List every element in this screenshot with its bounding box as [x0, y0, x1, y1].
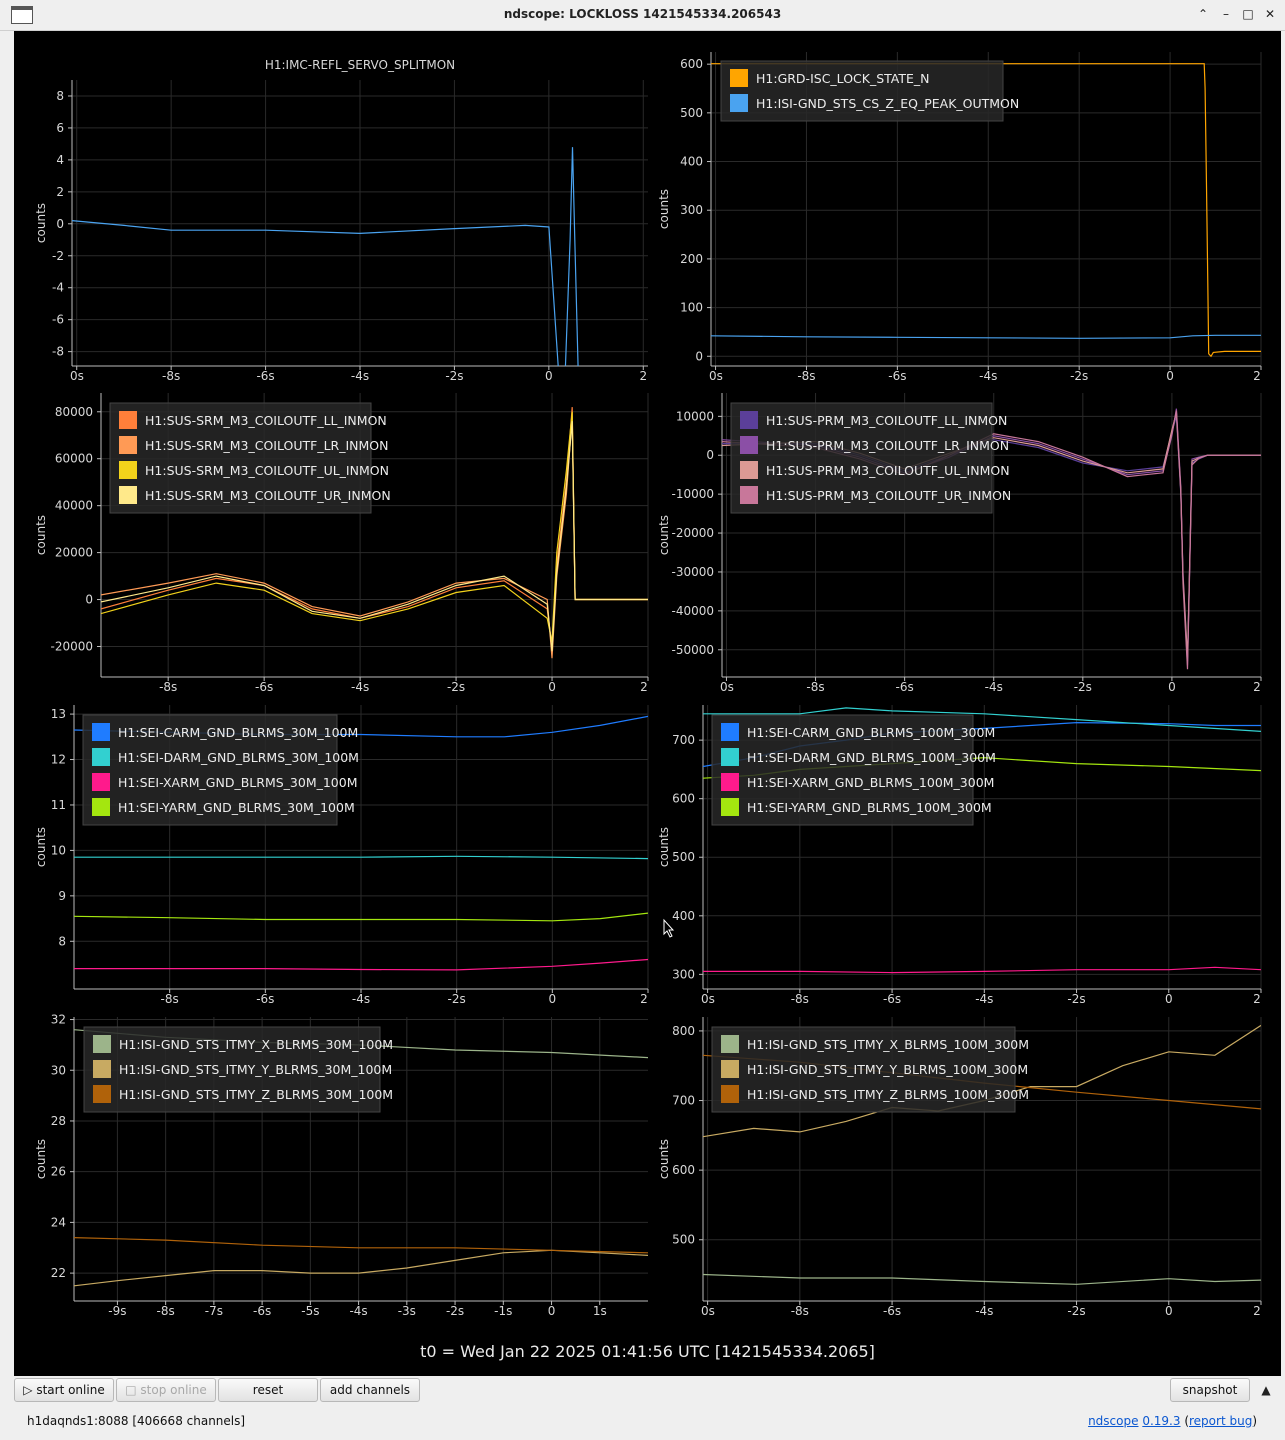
report-bug-link[interactable]: report bug	[1189, 1414, 1253, 1428]
version-link[interactable]: 0.19.3	[1142, 1414, 1181, 1428]
start-online-label: start online	[36, 1383, 105, 1397]
start-online-button[interactable]: ▷ start online	[14, 1378, 114, 1402]
stop-online-label: stop online	[140, 1383, 207, 1397]
snapshot-button[interactable]: snapshot	[1170, 1378, 1250, 1402]
close-icon[interactable]: ✕	[1264, 7, 1276, 21]
title-bar: ndscope: LOCKLOSS 1421545334.206543 ⌃ – …	[0, 0, 1285, 31]
chevron-up-icon[interactable]: ⌃	[1197, 7, 1209, 21]
app-window-icon	[11, 6, 33, 24]
window-title: ndscope: LOCKLOSS 1421545334.206543	[503, 7, 782, 21]
window-edge	[0, 31, 14, 1376]
expand-up-icon[interactable]: ▲	[1261, 1383, 1271, 1397]
t0-label: t0 = Wed Jan 22 2025 01:41:56 UTC [14215…	[420, 1342, 875, 1361]
minimize-icon[interactable]: –	[1223, 7, 1229, 21]
reset-button[interactable]: reset	[218, 1378, 318, 1402]
status-bar: h1daqnds1:8088 [406668 channels] ndscope…	[0, 1406, 1285, 1440]
server-status: h1daqnds1:8088 [406668 channels]	[27, 1414, 246, 1428]
maximize-icon[interactable]: □	[1242, 7, 1254, 21]
add-channels-button[interactable]: add channels	[320, 1378, 420, 1402]
plot-canvas[interactable]	[14, 31, 1281, 1376]
stop-online-button[interactable]: □ stop online	[116, 1378, 216, 1402]
ndscope-link[interactable]: ndscope	[1088, 1414, 1139, 1428]
version-info: ndscope 0.19.3 (report bug)	[1088, 1414, 1257, 1428]
